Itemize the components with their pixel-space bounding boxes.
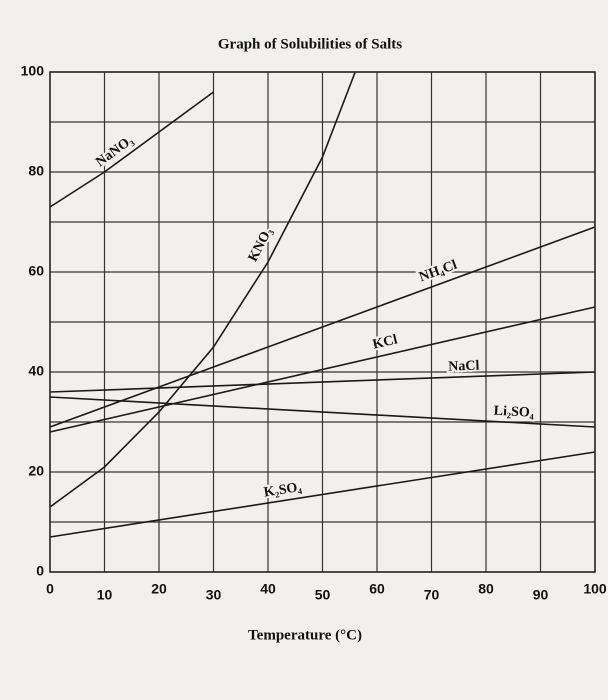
y-tick-label: 60	[28, 263, 44, 279]
x-tick-label: 100	[583, 581, 607, 597]
series-label: KCl	[371, 332, 399, 352]
x-tick-label: 20	[151, 581, 167, 597]
x-tick-label: 50	[315, 587, 331, 603]
x-tick-label: 70	[424, 587, 440, 603]
x-tick-label: 40	[260, 581, 276, 597]
x-tick-label: 30	[206, 587, 222, 603]
y-tick-label: 100	[21, 63, 45, 79]
series-line	[49, 396, 596, 428]
y-tick-label: 40	[28, 363, 44, 379]
series-label: NH₄Cl	[417, 258, 459, 286]
x-tick-label: 90	[533, 587, 549, 603]
x-tick-label: 80	[478, 581, 494, 597]
series-line	[49, 71, 356, 508]
x-axis-label: Temperature (°C)	[248, 627, 362, 643]
series-label: K₂SO₄	[263, 480, 304, 501]
series-label: KNO₃	[246, 225, 276, 264]
series-line	[49, 91, 214, 208]
x-tick-label: 60	[369, 581, 385, 597]
y-tick-label: 80	[28, 163, 44, 179]
series-label: NaCl	[448, 358, 480, 374]
x-tick-label: 0	[46, 581, 54, 597]
series-line	[49, 226, 596, 428]
x-tick-label: 10	[97, 587, 113, 603]
plot-frame	[49, 71, 596, 573]
series-line	[49, 451, 596, 538]
series-label: Li₂SO₄	[493, 404, 535, 421]
series-line	[49, 371, 596, 393]
series-line	[49, 306, 596, 433]
chart-title: Graph of Solubilities of Salts	[218, 36, 402, 52]
y-tick-label: 20	[28, 463, 44, 479]
y-tick-label: 0	[36, 563, 44, 579]
